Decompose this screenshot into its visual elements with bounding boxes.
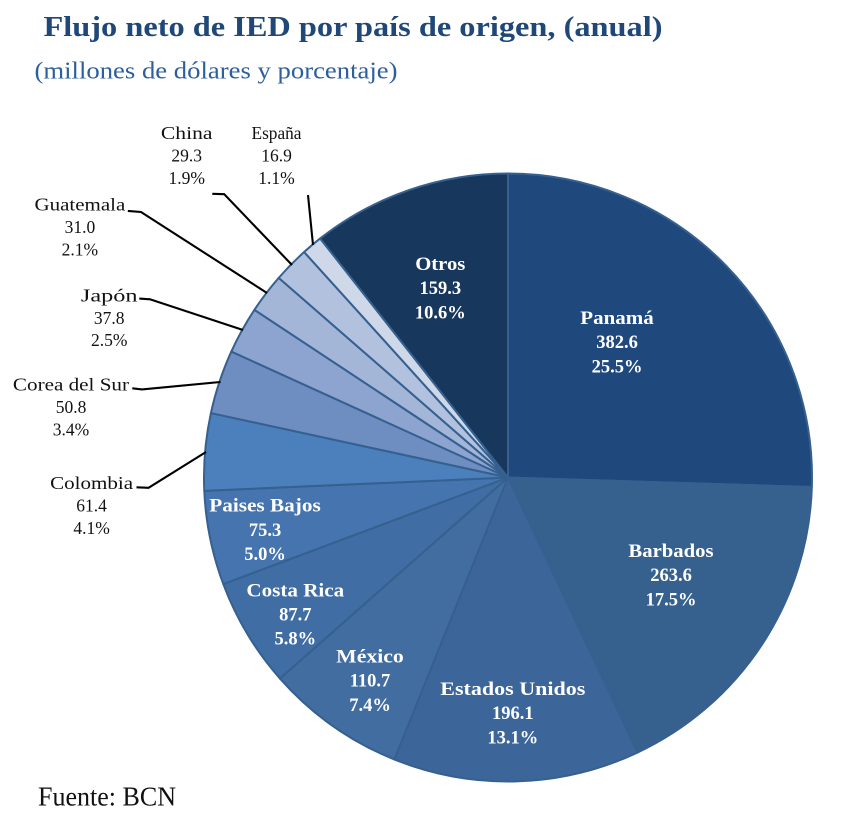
svg-text:37.8: 37.8 — [94, 308, 125, 328]
svg-text:10.6%: 10.6% — [415, 303, 466, 323]
svg-text:25.5%: 25.5% — [592, 357, 643, 377]
svg-text:Estados Unidos: Estados Unidos — [440, 680, 585, 700]
svg-text:159.3: 159.3 — [419, 279, 461, 299]
svg-text:17.5%: 17.5% — [646, 590, 697, 610]
svg-text:110.7: 110.7 — [350, 672, 391, 692]
svg-text:Panamá: Panamá — [580, 309, 653, 329]
svg-text:Paises Bajos: Paises Bajos — [209, 497, 321, 517]
svg-text:España: España — [252, 123, 302, 143]
svg-text:Flujo neto de IED por país de: Flujo neto de IED por país de origen, (a… — [44, 12, 663, 43]
svg-text:61.4: 61.4 — [76, 495, 107, 515]
svg-text:4.1%: 4.1% — [73, 518, 109, 538]
svg-text:Guatemala: Guatemala — [35, 195, 126, 215]
svg-text:75.3: 75.3 — [249, 521, 281, 541]
svg-text:Colombia: Colombia — [50, 473, 133, 493]
svg-text:16.9: 16.9 — [261, 146, 292, 166]
svg-text:México: México — [336, 648, 404, 668]
svg-text:1.9%: 1.9% — [168, 168, 204, 188]
svg-text:China: China — [161, 123, 213, 143]
svg-text:(millones de dólares y porcent: (millones de dólares y porcentaje) — [35, 58, 398, 85]
svg-text:29.3: 29.3 — [171, 146, 202, 166]
svg-text:196.1: 196.1 — [492, 704, 534, 724]
svg-text:263.6: 263.6 — [650, 566, 692, 586]
svg-text:5.8%: 5.8% — [274, 630, 316, 650]
svg-text:50.8: 50.8 — [56, 397, 87, 417]
svg-text:2.1%: 2.1% — [62, 240, 98, 260]
svg-text:1.1%: 1.1% — [258, 168, 294, 188]
svg-text:2.5%: 2.5% — [91, 330, 127, 350]
svg-text:31.0: 31.0 — [65, 217, 96, 237]
svg-text:Costa Rica: Costa Rica — [246, 581, 344, 601]
svg-text:87.7: 87.7 — [279, 606, 311, 626]
svg-text:Fuente: BCN: Fuente: BCN — [38, 781, 176, 811]
svg-text:13.1%: 13.1% — [487, 728, 538, 748]
svg-text:Barbados: Barbados — [628, 542, 713, 562]
svg-text:Otros: Otros — [415, 255, 465, 275]
svg-text:3.4%: 3.4% — [53, 419, 89, 439]
svg-text:5.0%: 5.0% — [244, 545, 286, 565]
svg-text:Japón: Japón — [81, 285, 138, 305]
svg-text:382.6: 382.6 — [596, 333, 638, 353]
svg-text:Corea del Sur: Corea del Sur — [13, 375, 129, 395]
svg-text:7.4%: 7.4% — [349, 696, 391, 716]
